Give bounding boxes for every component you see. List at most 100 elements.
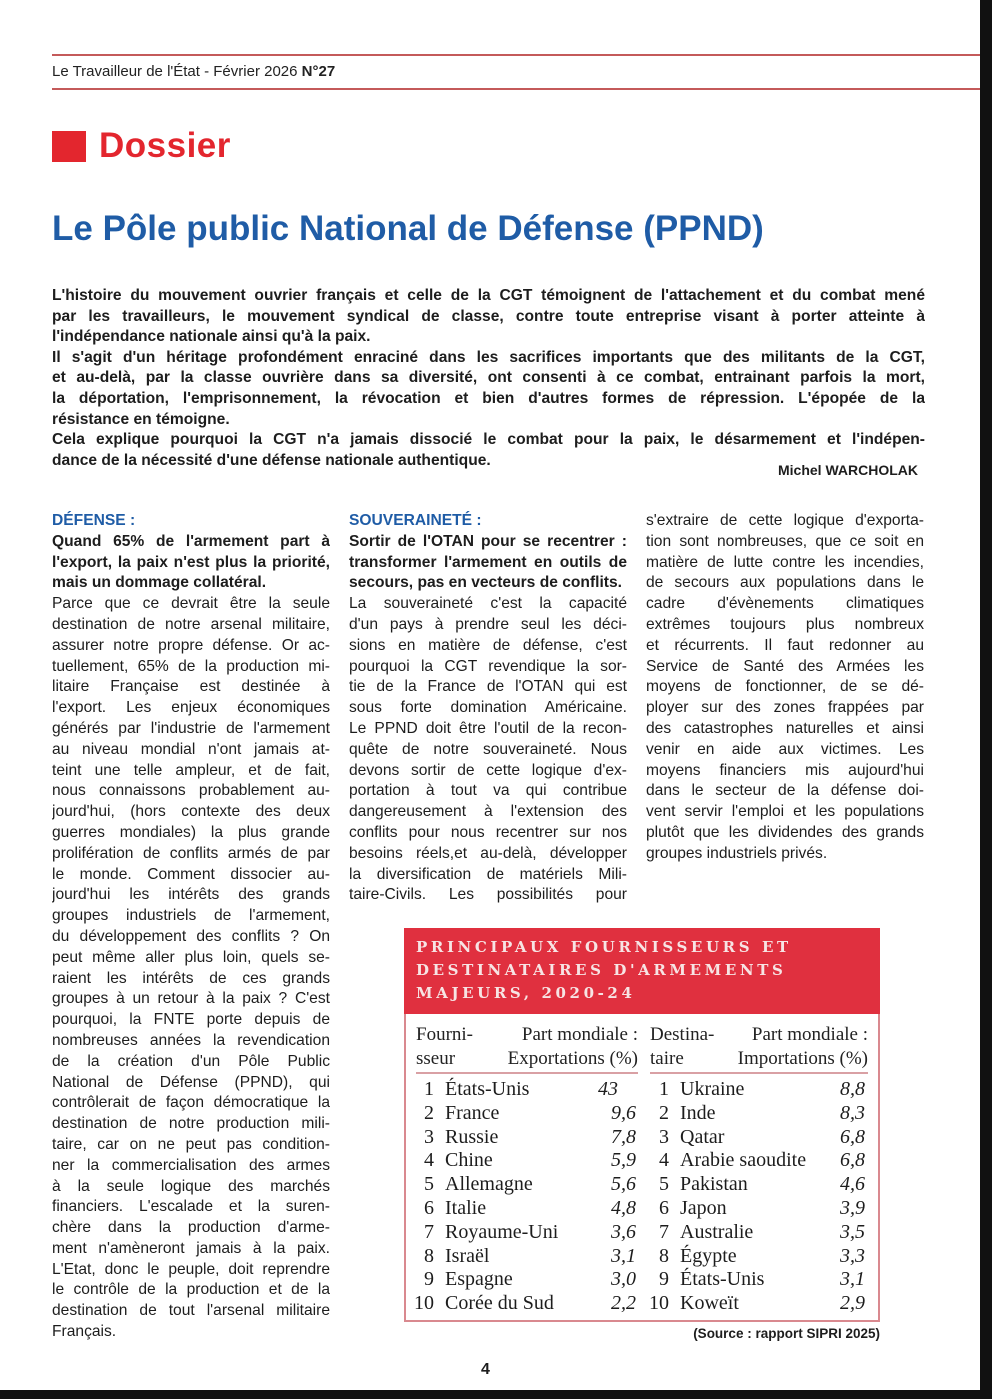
article-intro: L'histoire du mouvement ouvrier français… [52,286,925,471]
row-rank: 2 [659,1101,669,1124]
body-line: prolifération de conflits armés de par [52,844,330,862]
body-line: au niveau mondial n'ont jamais at- [52,740,330,758]
row-country: États-Unis [445,1078,530,1100]
body-line: jourd'hui, (hors contexte des deux [52,803,330,821]
body-line: ner la commercialisation des armes [52,1156,330,1174]
row-share: 3,5 [840,1220,865,1243]
body-line: sions en matière de défense, c'est [349,636,627,654]
importer-header-label: Destina-taire [650,1024,715,1069]
row-country: France [445,1101,500,1124]
body-line: guerres mondiales) la plus grande [52,823,330,841]
body-line: chère dans la production d'arme- [52,1219,330,1237]
row-share: 3,0 [611,1268,636,1291]
row-rank: 3 [424,1125,434,1148]
body-line: financiers. L'escalade et la suren- [52,1198,330,1216]
body-line: La souveraineté c'est la capacité [349,595,627,613]
arms-trade-table: PRINCIPAUX FOURNISSEURS ET DESTINATAIRES… [404,928,880,1322]
running-header: Le Travailleur de l'État - Février 2026 … [52,63,335,80]
body-line: Le PPND doit être l'outil de la recon- [349,719,627,737]
exporter-row: 5 Allemagne 5,6 [412,1173,636,1197]
body-line: moyens de fonctionner, de se dé- [646,678,924,696]
importer-row: 2 Inde 8,3 [647,1102,865,1126]
body-line: le contrôle de la production et de la [52,1281,330,1299]
row-rank: 4 [659,1149,669,1172]
importer-row: 7 Australie 3,5 [647,1221,865,1245]
exporter-row: 6 Italie 4,8 [412,1197,636,1221]
intro-paragraph: Il s'agit d'un héritage profondément enr… [52,348,925,430]
column-body: s'extraire de cette logique d'exporta-ti… [646,511,924,865]
body-line: l'export. Les enjeux économiques [52,699,330,717]
body-line: plutôt que les dividendes des grands [646,823,924,841]
lead-line: secours, pas en vecteurs de conflits. [349,574,622,592]
row-share: 3,3 [840,1244,865,1267]
body-line: d'un pays à prendre seul les déci- [349,615,627,633]
import-share-header-label: Part mondiale : Importations (%) [737,1024,868,1069]
intro-line: par les travailleurs, le mouvement syndi… [52,307,925,325]
body-line: raient les intérêts de ces grands [52,969,330,987]
intro-line: et au-delà, par la classe ouvrière dans … [52,369,925,387]
body-line: pourquoi la CGT revendique la sor- [349,657,627,675]
row-share: 8,8 [840,1078,865,1100]
body-line: cadre d'évènements climatiques [646,595,924,613]
row-share: 2,9 [840,1292,865,1315]
intro-paragraph: L'histoire du mouvement ouvrier français… [52,286,925,348]
row-rank: 6 [659,1196,669,1219]
row-country: Allemagne [445,1173,533,1196]
importers-column-header: Destina-taire Part mondiale : Importation… [650,1023,868,1074]
row-share: 4,8 [611,1196,636,1219]
table-title-band: PRINCIPAUX FOURNISSEURS ET DESTINATAIRES… [404,928,880,1014]
row-country: Italie [445,1196,487,1219]
row-rank: 1 [424,1078,434,1100]
exporter-row: 4 Chine 5,9 [412,1149,636,1173]
row-rank: 4 [424,1149,434,1172]
row-share: 5,9 [611,1149,636,1172]
row-rank: 8 [659,1244,669,1267]
body-line: à la seule logique des marchés [52,1177,330,1195]
column-body: La souveraineté c'est la capacité d'un pa… [349,594,627,906]
importer-row: 9 États-Unis 3,1 [647,1268,865,1292]
column-heading: DÉFENSE : [52,512,136,529]
row-country: Qatar [680,1125,725,1148]
row-rank: 1 [659,1078,669,1100]
row-share: 5,6 [611,1173,636,1196]
row-country: Corée du Sud [445,1292,554,1315]
lead-line: mais un dommage collatéral. [52,574,267,592]
row-country: Royaume-Uni [445,1220,559,1243]
importer-row: 3 Qatar 6,8 [647,1126,865,1150]
body-line: teint une telle ampleur, et de fait, [52,761,330,779]
body-line: groupes industriels de l'armement, [52,907,330,925]
body-line: peut même aller plus loin, quels se- [52,948,330,966]
body-line: ment n'amèneront jamais à la paix. [52,1239,330,1257]
table-title-line: MAJEURS, 2020-24 [416,984,636,1002]
intro-line: Cela explique pourquoi la CGT n'a jamais… [52,431,925,449]
body-line: ployer sur des zones frappées par [646,699,924,717]
exporter-row: 7 Royaume-Uni 3,6 [412,1221,636,1245]
exporter-row: 9 Espagne 3,0 [412,1268,636,1292]
body-line: destination de notre production mili- [52,1115,330,1133]
row-rank: 5 [424,1173,434,1196]
row-country: Pakistan [680,1173,748,1196]
row-country: Israël [445,1244,490,1267]
row-rank: 10 [414,1292,434,1315]
row-share: 3,1 [611,1244,636,1267]
body-line: besoins réels,et au-delà, développer [349,844,627,862]
column-heading: SOUVERAINETÉ : [349,512,482,529]
row-country: Russie [445,1125,499,1148]
body-line: devons sortir de cette logique d'ex- [349,761,627,779]
body-line: destination de tout l'arsenal militaire [52,1302,330,1320]
section-marker-square [52,131,86,162]
row-country: Koweït [680,1292,739,1315]
exporter-row: 8 Israël 3,1 [412,1245,636,1269]
lead-line: transformer l'armement en outils de [349,553,627,571]
row-share: 9,6 [611,1101,636,1124]
body-line: litaire Française est destinée à [52,678,330,696]
header-rule-top [52,54,980,56]
table-title-line: DESTINATAIRES D'ARMEMENTS [416,961,787,979]
table-title-line: PRINCIPAUX FOURNISSEURS ET [416,938,792,956]
body-line: conflits pour nous recentrer sur nos [349,823,627,841]
importer-row: 5 Pakistan 4,6 [647,1173,865,1197]
body-line: des catastrophes naturelles et ainsi [646,719,924,737]
row-share: 43 [598,1078,618,1100]
body-line: nombreuses années la revendication [52,1031,330,1049]
body-line: taire-Civils. Les possibilités pour [349,886,627,904]
